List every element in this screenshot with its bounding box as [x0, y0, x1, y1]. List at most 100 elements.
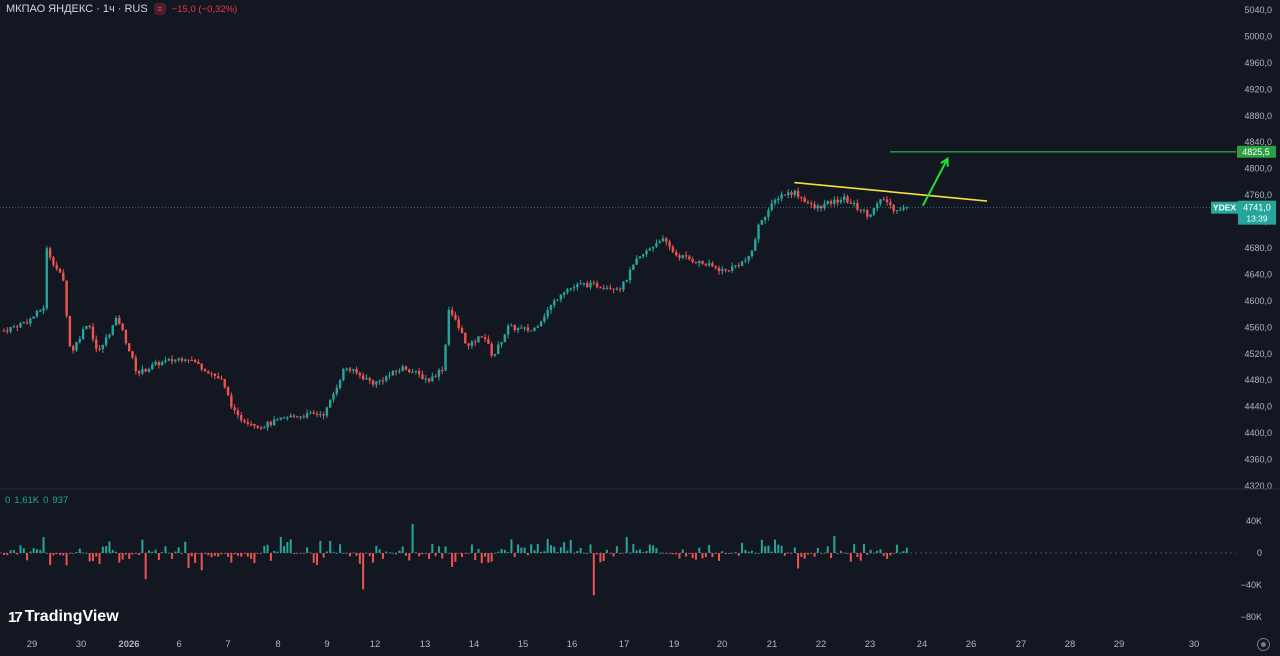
settings-gear-icon[interactable]: [1257, 638, 1270, 651]
candle: [371, 379, 375, 388]
candle-body: [562, 292, 566, 295]
candle: [315, 411, 319, 418]
candle-body: [556, 299, 559, 301]
candle-body: [760, 220, 764, 225]
candle-body: [365, 378, 368, 380]
candle: [55, 261, 58, 272]
volume-bar: [737, 553, 740, 556]
volume-bar: [447, 552, 450, 554]
candle-body: [523, 327, 526, 329]
candle-body: [546, 309, 549, 317]
candle: [450, 306, 454, 317]
candle: [533, 327, 536, 332]
candle-body: [427, 378, 431, 382]
candle-body: [81, 328, 85, 339]
volume-bar: [895, 544, 898, 553]
volume-bar: [16, 553, 19, 555]
candle: [457, 315, 460, 331]
volume-bar: [642, 552, 645, 553]
candle-body: [836, 199, 839, 203]
candle-body: [767, 210, 770, 217]
candle-body: [19, 323, 22, 328]
candle: [645, 248, 648, 258]
volume-bar: [378, 549, 381, 553]
candle: [332, 391, 335, 403]
candle: [190, 356, 194, 362]
candle-body: [813, 204, 816, 209]
candle: [595, 280, 599, 289]
time-tick-label: 6: [176, 639, 181, 650]
volume-bar: [418, 553, 421, 557]
volume-bar: [236, 553, 239, 556]
candle: [839, 197, 843, 205]
candle: [401, 364, 404, 372]
volume-bar: [810, 553, 813, 554]
time-tick-label: 21: [767, 639, 778, 650]
candle: [427, 377, 431, 384]
candle-body: [296, 416, 299, 418]
volume-bar: [260, 553, 263, 554]
candle-body: [566, 289, 569, 293]
candle: [678, 253, 681, 261]
candle-body: [22, 322, 25, 324]
volume-bar: [339, 544, 342, 553]
price-tick-label: 5000,0: [1244, 31, 1272, 41]
volume-bar: [549, 545, 552, 553]
candle-body: [750, 250, 754, 256]
price-tick-label: 4880,0: [1244, 111, 1272, 121]
volume-bar: [579, 548, 582, 553]
candle: [740, 260, 744, 267]
volume-bar: [174, 551, 177, 553]
candle: [760, 219, 764, 225]
candle: [180, 356, 184, 363]
candle: [757, 223, 760, 244]
volume-bar: [546, 538, 549, 553]
volume-bar: [622, 552, 625, 554]
volume-bar: [803, 553, 806, 559]
candle: [638, 256, 642, 259]
candle: [187, 359, 190, 364]
candle: [460, 325, 464, 334]
candle: [503, 333, 507, 343]
candle-body: [263, 427, 266, 429]
volume-bar: [230, 553, 233, 563]
candle: [279, 417, 282, 421]
volume-bar: [121, 553, 124, 560]
candle-body: [737, 265, 740, 267]
symbol-title[interactable]: МКПАО ЯНДЕКС · 1ч · RUS: [6, 3, 148, 15]
candle-body: [342, 369, 345, 381]
candle: [599, 286, 602, 289]
candle: [701, 260, 704, 266]
candle-body: [213, 373, 217, 377]
volume-bar: [118, 553, 121, 563]
candle-body: [740, 261, 744, 266]
candle-body: [701, 260, 704, 264]
candle-body: [473, 341, 477, 343]
candle: [213, 372, 217, 380]
volume-bar: [266, 544, 269, 553]
candle: [302, 414, 306, 419]
candle: [216, 372, 220, 379]
candle: [22, 321, 25, 324]
candle-body: [88, 325, 91, 327]
candle-body: [856, 203, 859, 210]
time-axis: 29 30 2026 6 7 8 9 12 13 14 15 16 17 19 20 21 22 23 24 26 27…: [27, 639, 1200, 650]
candle-body: [493, 354, 497, 356]
volume-bar: [520, 547, 523, 553]
candle-body: [872, 208, 876, 215]
candle-body: [417, 371, 421, 375]
candle-body: [480, 336, 483, 338]
volume-bar: [52, 553, 55, 556]
tradingview-logo[interactable]: 17 TradingView: [8, 608, 119, 626]
candle-body: [411, 371, 414, 373]
volume-bar: [605, 549, 608, 553]
volume-bar: [177, 547, 180, 553]
candle: [177, 357, 180, 363]
volume-bar: [289, 539, 292, 553]
candle: [325, 406, 329, 419]
volume-bar: [414, 552, 417, 554]
candle: [322, 411, 325, 420]
candle: [236, 407, 240, 419]
candle: [95, 335, 98, 353]
